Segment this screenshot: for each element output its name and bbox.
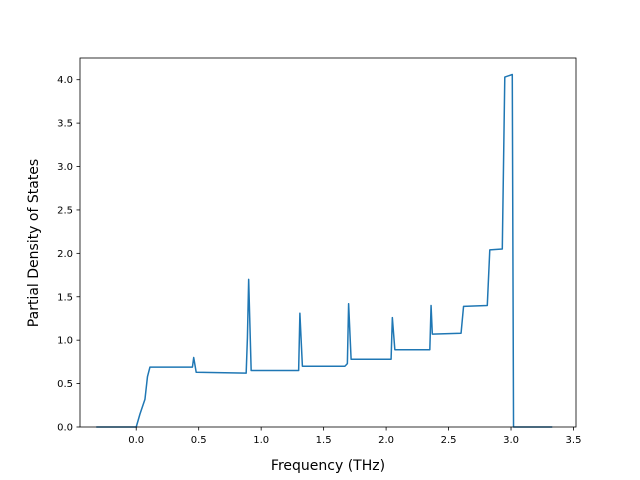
y-tick-label: 2.5 xyxy=(57,205,73,216)
y-axis-label: Partial Density of States xyxy=(26,159,42,327)
x-tick-label: 0.5 xyxy=(191,435,207,446)
y-axis-ticks: 0.0 0.5 1.0 1.5 2.0 2.5 3.0 3.5 4.0 xyxy=(57,75,80,434)
x-axis-ticks: 0.0 0.5 1.0 1.5 2.0 2.5 3.0 3.5 xyxy=(128,427,581,446)
x-tick-label: 3.5 xyxy=(566,435,582,446)
x-tick-label: 2.0 xyxy=(378,435,394,446)
plot-frame xyxy=(79,57,577,428)
y-tick-label: 1.0 xyxy=(57,336,73,347)
x-tick-label: 0.0 xyxy=(128,435,144,446)
y-tick-label: 2.0 xyxy=(57,249,73,260)
x-tick-label: 1.0 xyxy=(253,435,269,446)
y-tick-label: 4.0 xyxy=(57,75,73,86)
plot-area xyxy=(79,57,577,428)
y-tick-label: 3.5 xyxy=(57,119,73,130)
y-tick-label: 1.5 xyxy=(57,292,73,303)
pdos-series-line xyxy=(96,73,553,428)
x-tick-label: 3.0 xyxy=(503,435,519,446)
y-tick-label: 3.0 xyxy=(57,162,73,173)
y-tick-label: 0.5 xyxy=(57,379,73,390)
x-tick-label: 2.5 xyxy=(441,435,457,446)
y-tick-label: 0.0 xyxy=(57,423,73,434)
x-tick-label: 1.5 xyxy=(316,435,332,446)
x-axis-label: Frequency (THz) xyxy=(271,458,385,474)
